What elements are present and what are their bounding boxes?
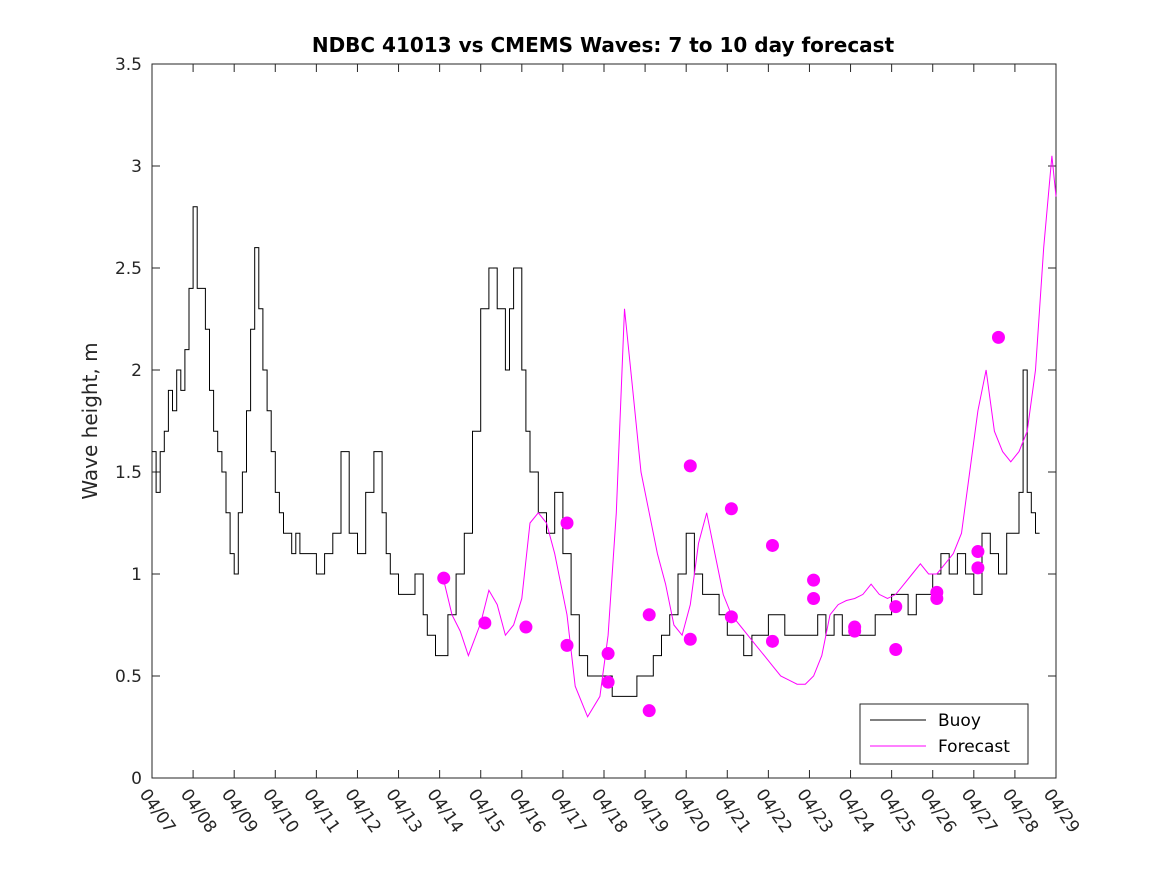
forecast-marker [478,616,492,630]
x-tick-label: 04/20 [669,785,713,837]
forecast-marker [765,634,779,648]
forecast-marker [560,638,574,652]
forecast-marker [683,459,697,473]
forecast-marker [889,642,903,656]
forecast-marker [642,704,656,718]
x-tick-label: 04/14 [423,785,467,837]
legend-buoy-label: Buoy [938,711,981,731]
y-tick-label: 3 [131,157,142,177]
forecast-marker [930,585,944,599]
y-tick-label: 1.5 [115,463,142,483]
y-axis-ticks: 0 0.5 1 1.5 2 2.5 3 3.5 [115,55,1056,789]
forecast-marker [642,608,656,622]
x-tick-label: 04/29 [1039,785,1083,837]
y-tick-label: 2 [131,361,142,381]
x-tick-label: 04/24 [833,785,877,837]
x-tick-label: 04/13 [381,785,425,837]
x-tick-label: 04/12 [340,785,384,837]
x-tick-label: 04/10 [258,785,302,837]
x-tick-label: 04/25 [875,785,919,837]
forecast-marker [437,571,451,585]
y-axis-label: Wave height, m [78,342,102,499]
forecast-marker [765,538,779,552]
forecast-marker [971,545,985,559]
forecast-marker [601,675,615,689]
x-tick-label: 04/18 [587,785,631,837]
x-tick-label: 04/15 [464,785,508,837]
x-tick-label: 04/28 [998,785,1042,837]
y-tick-label: 2.5 [115,259,142,279]
forecast-marker [601,647,615,661]
y-tick-label: 0 [131,769,142,789]
x-tick-label: 04/16 [505,785,549,837]
forecast-marker [683,632,697,646]
forecast-marker [991,330,1005,344]
legend-box [859,703,1029,765]
x-tick-label: 04/27 [957,785,1001,837]
x-tick-label: 04/23 [792,785,836,837]
forecast-marker [519,620,533,634]
axes-box [151,63,1057,779]
x-tick-label: 04/07 [135,785,179,837]
legend-forecast-label: Forecast [938,737,1010,757]
x-tick-label: 04/08 [176,785,220,837]
forecast-marker [724,610,738,624]
x-tick-label: 04/17 [546,785,590,837]
x-tick-label: 04/26 [916,785,960,837]
forecast-marker [889,600,903,614]
chart-title: NDBC 41013 vs CMEMS Waves: 7 to 10 day f… [312,33,895,57]
forecast-marker [560,516,574,530]
y-tick-label: 3.5 [115,55,142,75]
x-tick-label: 04/19 [628,785,672,837]
forecast-marker [807,591,821,605]
series-line-buoy [152,206,1040,697]
legend: Buoy Forecast [859,703,1029,765]
x-tick-label: 04/21 [710,785,754,837]
x-tick-label: 04/09 [217,785,261,837]
forecast-marker [971,561,985,575]
forecast-markers [437,330,1005,718]
forecast-marker [848,620,862,634]
forecast-marker [807,573,821,587]
x-tick-label: 04/11 [299,785,343,837]
forecast-marker [724,502,738,516]
y-tick-label: 1 [131,565,142,585]
x-tick-label: 04/22 [751,785,795,837]
series-layer [152,155,1057,718]
series-line-forecast [443,155,1057,718]
y-tick-label: 0.5 [115,667,142,687]
